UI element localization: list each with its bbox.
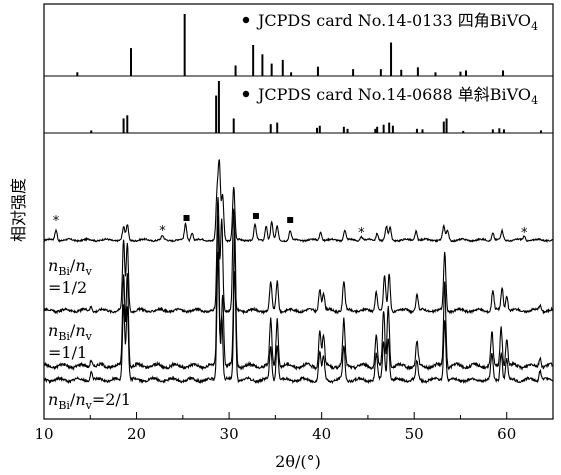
- plot-frame: [43, 3, 554, 420]
- ref-label-monoclinic: JCPDS card No.14-0688 单斜BiVO4: [256, 85, 538, 107]
- star-marker-icon: *: [159, 224, 166, 239]
- ref-label-tetragonal-group: JCPDS card No.14-0133 四角BiVO4: [242, 11, 538, 33]
- star-marker-icon: *: [521, 226, 528, 241]
- star-marker-icon: *: [358, 226, 365, 241]
- x-tick-label: 60: [497, 425, 516, 443]
- ref-label-monoclinic-group: JCPDS card No.14-0688 单斜BiVO4: [242, 85, 538, 107]
- ref-bullet-icon: [242, 16, 250, 24]
- label-ratio-1-2-line1: nBi/nv: [48, 256, 93, 278]
- x-tick-label: 30: [220, 425, 239, 443]
- square-marker-icon: [252, 213, 259, 219]
- xrd-pattern-line: [43, 196, 554, 315]
- phase-markers: * * * *: [53, 213, 528, 241]
- reference-panels: [76, 14, 542, 133]
- xrd-patterns: [43, 159, 554, 385]
- ref-label-tetragonal: JCPDS card No.14-0133 四角BiVO4: [256, 11, 538, 33]
- x-tick-label: 10: [34, 425, 53, 443]
- label-ratio-1-2-line2: =1/2: [48, 278, 87, 297]
- label-ratio-1-1-line1: nBi/nv: [48, 321, 93, 343]
- label-ratio-1-1-line2: =1/1: [48, 343, 87, 362]
- label-ratio-2-1: nBi/nv=2/1: [48, 390, 131, 412]
- x-axis-label: 2θ/(°): [275, 452, 321, 471]
- x-tick-label: 20: [127, 425, 146, 443]
- star-marker-icon: *: [53, 214, 60, 229]
- x-tick-label: 50: [405, 425, 424, 443]
- xrd-pattern-line: [43, 215, 554, 372]
- ref-bullet-icon: [242, 90, 250, 98]
- xrd-pattern-line: [43, 159, 554, 244]
- x-axis: 10 20 30 40 50 60: [34, 412, 554, 443]
- x-tick-label: 40: [312, 425, 331, 443]
- y-axis-label: 相对强度: [9, 178, 28, 242]
- square-marker-icon: [183, 215, 190, 221]
- square-marker-icon: [287, 217, 294, 223]
- xrd-pattern-line: [43, 251, 554, 385]
